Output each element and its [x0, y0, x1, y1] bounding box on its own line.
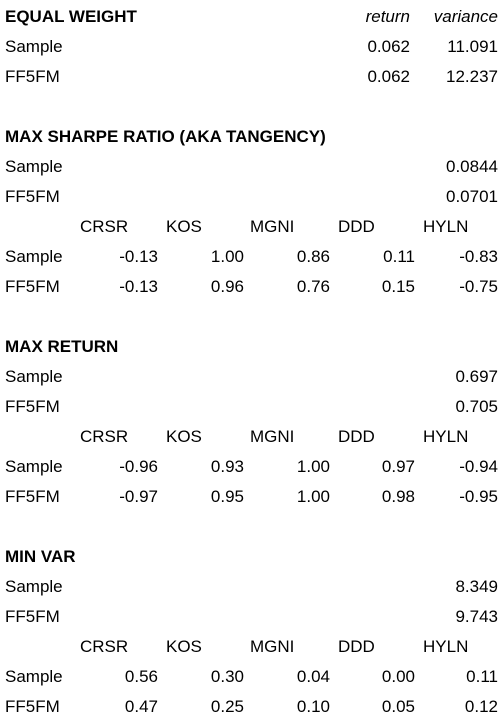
col-header-hyln: HYLN: [423, 217, 469, 236]
weight-ddd: 0.00: [381, 667, 415, 686]
row-label: FF5FM: [5, 397, 60, 416]
row-label: Sample: [5, 367, 63, 386]
min-var-header-row: MIN VAR: [0, 542, 504, 572]
col-header-crsr: CRSR: [80, 427, 129, 446]
summary-value: 0.705: [455, 397, 498, 416]
weight-ddd: 0.15: [381, 277, 415, 296]
col-header-crsr: CRSR: [80, 217, 129, 236]
row-label: FF5FM: [5, 277, 60, 296]
weight-kos: 0.95: [210, 487, 244, 506]
weight-kos: 0.93: [210, 457, 244, 476]
max-return-header-row: MAX RETURN: [0, 332, 504, 362]
col-header-mgni: MGNI: [250, 217, 295, 236]
col-header-crsr: CRSR: [80, 637, 129, 656]
weight-crsr: -0.97: [119, 487, 158, 506]
max-sharpe-weights-ff5fm: FF5FM -0.13 0.96 0.76 0.15 -0.75: [0, 272, 504, 302]
col-header-kos: KOS: [166, 637, 202, 656]
variance-value: 11.091: [447, 37, 498, 56]
weight-ddd: 0.05: [381, 697, 415, 716]
col-header-hyln: HYLN: [423, 427, 469, 446]
equal-weight-title: EQUAL WEIGHT: [5, 7, 137, 26]
summary-value: 9.743: [455, 607, 498, 626]
variance-value: 12.237: [446, 67, 498, 86]
min-var-summary-ff5fm: FF5FM 9.743: [0, 602, 504, 632]
col-header-kos: KOS: [166, 427, 202, 446]
col-header-hyln: HYLN: [423, 637, 469, 656]
col-header-ddd: DDD: [338, 637, 375, 656]
weight-hyln: -0.95: [459, 487, 498, 506]
summary-value: 0.0844: [446, 157, 498, 176]
summary-value: 0.0701: [446, 187, 498, 206]
row-label: Sample: [5, 457, 63, 476]
weight-hyln: 0.11: [466, 667, 498, 686]
variance-column-header: variance: [433, 7, 498, 26]
row-label: Sample: [5, 667, 63, 686]
row-label: FF5FM: [5, 487, 60, 506]
col-header-kos: KOS: [166, 217, 202, 236]
row-label: FF5FM: [5, 67, 60, 86]
row-label: FF5FM: [5, 697, 60, 716]
row-label: FF5FM: [5, 187, 60, 206]
weight-hyln: -0.75: [459, 277, 498, 296]
max-sharpe-title: MAX SHARPE RATIO (AKA TANGENCY): [5, 127, 326, 146]
max-sharpe-weights-sample: Sample -0.13 1.00 0.86 0.11 -0.83: [0, 242, 504, 272]
weight-mgni: 1.00: [296, 487, 330, 506]
weight-ddd: 0.98: [381, 487, 415, 506]
weight-crsr: -0.13: [119, 247, 158, 266]
row-label: Sample: [5, 157, 63, 176]
weight-kos: 0.25: [210, 697, 244, 716]
col-header-mgni: MGNI: [250, 427, 295, 446]
return-value: 0.062: [367, 67, 410, 86]
min-var-title: MIN VAR: [5, 547, 76, 566]
row-label: FF5FM: [5, 607, 60, 626]
weight-mgni: 0.04: [296, 667, 330, 686]
weight-mgni: 0.76: [296, 277, 330, 296]
col-header-ddd: DDD: [338, 427, 375, 446]
min-var-summary-sample: Sample 8.349: [0, 572, 504, 602]
min-var-weights-ff5fm: FF5FM 0.47 0.25 0.10 0.05 0.12: [0, 692, 504, 722]
row-label: Sample: [5, 37, 63, 56]
weight-hyln: 0.12: [464, 697, 498, 716]
max-sharpe-summary-sample: Sample 0.0844: [0, 152, 504, 182]
max-return-weights-sample: Sample -0.96 0.93 1.00 0.97 -0.94: [0, 452, 504, 482]
equal-weight-row-ff5fm: FF5FM 0.062 12.237: [0, 62, 504, 92]
max-return-title: MAX RETURN: [5, 337, 119, 356]
min-var-weight-headers: CRSR KOS MGNI DDD HYLN: [0, 632, 504, 662]
weight-ddd: 0.11: [383, 247, 415, 266]
weight-hyln: -0.94: [459, 457, 498, 476]
return-column-header: return: [365, 7, 410, 26]
min-var-weights-sample: Sample 0.56 0.30 0.04 0.00 0.11: [0, 662, 504, 692]
col-header-mgni: MGNI: [250, 637, 295, 656]
summary-value: 8.349: [455, 577, 498, 596]
row-label: Sample: [5, 247, 63, 266]
weight-crsr: 0.47: [124, 697, 158, 716]
equal-weight-header-row: EQUAL WEIGHT return variance: [0, 2, 504, 32]
weight-crsr: -0.13: [119, 277, 158, 296]
col-header-ddd: DDD: [338, 217, 375, 236]
max-return-summary-sample: Sample 0.697: [0, 362, 504, 392]
weight-kos: 1.00: [210, 247, 244, 266]
weight-kos: 0.96: [210, 277, 244, 296]
weight-mgni: 0.10: [296, 697, 330, 716]
max-return-weight-headers: CRSR KOS MGNI DDD HYLN: [0, 422, 504, 452]
row-label: Sample: [5, 577, 63, 596]
weight-crsr: 0.56: [124, 667, 158, 686]
weight-mgni: 0.86: [296, 247, 330, 266]
summary-value: 0.697: [455, 367, 498, 386]
weight-kos: 0.30: [210, 667, 244, 686]
return-value: 0.062: [367, 37, 410, 56]
equal-weight-row-sample: Sample 0.062 11.091: [0, 32, 504, 62]
max-sharpe-header-row: MAX SHARPE RATIO (AKA TANGENCY): [0, 122, 504, 152]
max-return-weights-ff5fm: FF5FM -0.97 0.95 1.00 0.98 -0.95: [0, 482, 504, 512]
weight-ddd: 0.97: [381, 457, 415, 476]
max-sharpe-summary-ff5fm: FF5FM 0.0701: [0, 182, 504, 212]
max-return-summary-ff5fm: FF5FM 0.705: [0, 392, 504, 422]
weight-hyln: -0.83: [459, 247, 498, 266]
max-sharpe-weight-headers: CRSR KOS MGNI DDD HYLN: [0, 212, 504, 242]
weight-mgni: 1.00: [296, 457, 330, 476]
weight-crsr: -0.96: [119, 457, 158, 476]
